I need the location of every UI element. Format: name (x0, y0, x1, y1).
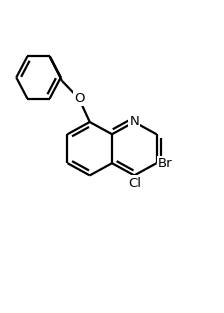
Text: N: N (129, 115, 139, 129)
Text: O: O (74, 92, 84, 105)
Text: Cl: Cl (128, 177, 141, 190)
Text: Br: Br (158, 157, 172, 170)
